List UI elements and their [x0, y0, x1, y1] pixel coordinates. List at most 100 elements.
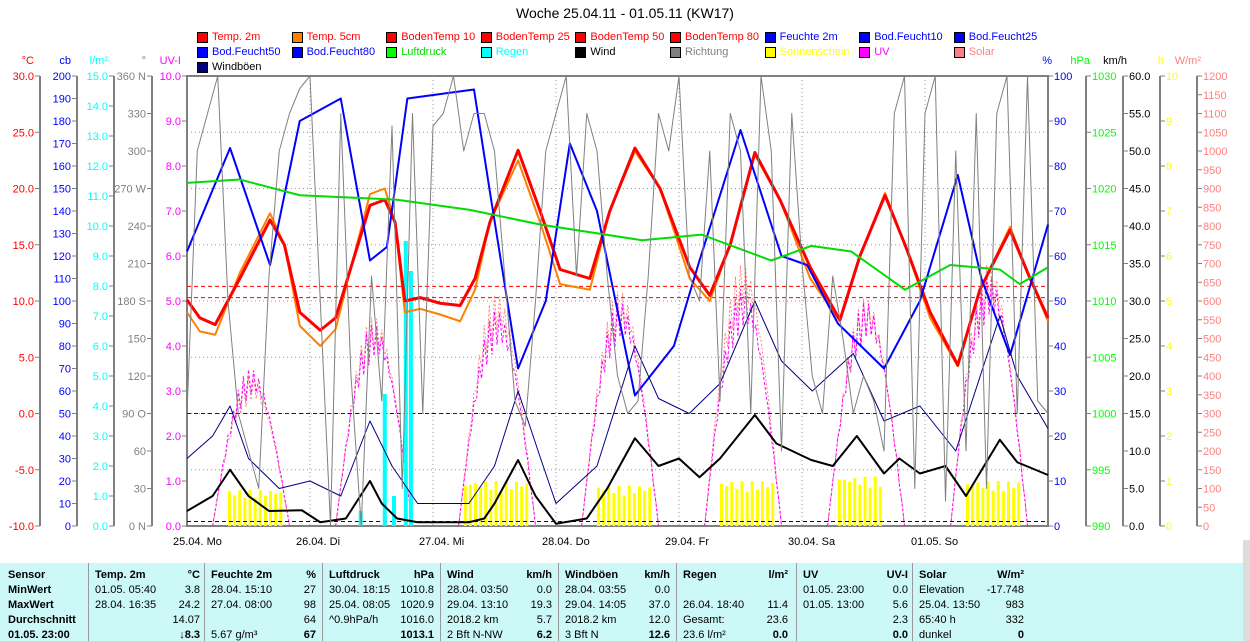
uv-line: [827, 302, 905, 527]
legend-label: Solar: [968, 46, 995, 58]
axis-tick-label: 1200: [1203, 71, 1227, 83]
axis-tick-label: 1025: [1092, 127, 1116, 139]
table-cell: 23.6 l/m²: [683, 629, 726, 641]
uv-line: [458, 311, 536, 527]
solar-line: [704, 265, 782, 527]
series-temp-2m: [185, 146, 1050, 367]
axis-unit-label: l/m²: [90, 55, 109, 67]
table-cell: 0.0: [536, 584, 552, 596]
legend-swatch: [291, 46, 303, 58]
axis-tick-label: 200: [53, 71, 71, 83]
axis-tick-label: 1: [1166, 476, 1172, 488]
solar-line: [212, 377, 290, 527]
axis-tick-label: 0: [1054, 521, 1060, 533]
table-cell: 0.0: [892, 584, 908, 596]
axis-tick-label: -10.0: [9, 521, 34, 533]
legend-swatch: [764, 31, 776, 43]
legend-item: BodenTemp 25: [480, 31, 570, 43]
sunshine-bar: [771, 482, 775, 526]
table-column-divider: [204, 563, 205, 641]
axis-tick-label: 20: [59, 476, 71, 488]
sunshine-bar: [520, 486, 524, 526]
axis-tick-label: 9.0: [166, 116, 181, 128]
axis-tick-label: 650: [1203, 277, 1221, 289]
sunshine-bar: [863, 476, 867, 526]
table-cell: 0.0: [772, 629, 788, 641]
legend-label: Sonnenschein: [779, 46, 850, 58]
axis-tick-label: -5.0: [15, 465, 34, 477]
axis-tick-label: 40.0: [1129, 221, 1150, 233]
axis-tick-label: 9.0: [93, 251, 108, 263]
axis-tick-label: 10.0: [87, 221, 108, 233]
scrollbar[interactable]: [1243, 540, 1250, 641]
axis-tick-label: 5: [1166, 296, 1172, 308]
axis-tick-label: 11.0: [87, 191, 108, 203]
axis-tick-label: 120: [53, 251, 71, 263]
axis-tick-label: 30: [134, 484, 146, 496]
axis-unit-label: °: [142, 55, 146, 67]
table-cell: 1010.8: [400, 584, 434, 596]
sunshine-bar: [986, 481, 990, 526]
axis-tick-label: 1030: [1092, 71, 1116, 83]
rain-bar: [403, 241, 408, 526]
sunshine-bar: [612, 492, 616, 526]
axis-tick-label: 2.0: [93, 461, 108, 473]
x-tick-label: 26.04. Di: [296, 536, 340, 548]
table-cell: 2 Bft N-NW: [447, 629, 503, 641]
rain-bar: [392, 496, 396, 526]
axis-tick-label: 350: [1203, 390, 1221, 402]
legend-label: Bod.Feucht80: [306, 46, 376, 58]
table-cell: Solar: [919, 569, 947, 581]
legend-swatch: [575, 31, 587, 43]
axis-tick-label: 30.0: [1129, 296, 1150, 308]
table-cell: Wind: [447, 569, 474, 581]
axis-tick-label: 50: [59, 409, 71, 421]
axis-tick-label: 330: [128, 109, 146, 121]
axis-tick-label: 4.0: [166, 341, 181, 353]
sunshine-bar: [279, 492, 283, 526]
table-cell: Temp. 2m: [95, 569, 146, 581]
axis-unit-label: UV-I: [160, 55, 181, 67]
axis-tick-label: 15.0: [1129, 409, 1150, 421]
sunshine-bar: [1012, 488, 1016, 526]
axis-tick-label: 4.0: [93, 401, 108, 413]
axis-tick-label: 1.0: [166, 476, 181, 488]
axis-tick-label: 995: [1092, 465, 1110, 477]
axis-tick-label: 90: [1054, 116, 1066, 128]
legend-item: BodenTemp 80: [670, 31, 759, 43]
uv-line: [335, 324, 413, 527]
axis-unit-label: W/m²: [1175, 55, 1202, 67]
sunshine-bar: [761, 481, 764, 526]
axis-tick-label: 1050: [1203, 127, 1227, 139]
axis-tick-label: 20.0: [13, 184, 34, 196]
sunshine-bar: [243, 497, 247, 526]
sunshine-bar: [602, 490, 606, 526]
axis-tick-label: 25.0: [13, 127, 34, 139]
axis-unit-label: °C: [22, 55, 34, 67]
axis-tick-label: 7.0: [93, 311, 108, 323]
x-tick-label: 27.04. Mi: [419, 536, 464, 548]
series-feuchte-2m: [186, 88, 1049, 397]
table-cell: Durchschnitt: [8, 614, 76, 626]
axis-tick-label: 9: [1166, 116, 1172, 128]
axis-tick-label: 20.0: [1129, 371, 1150, 383]
axis-tick-label: 990: [1092, 521, 1110, 533]
sunshine-bar: [976, 482, 980, 526]
table-cell: ^0.9hPa/h: [329, 614, 379, 626]
table-cell: 26.04. 18:40: [683, 599, 745, 611]
axis-tick-label: 150: [1203, 465, 1221, 477]
legend-label: Temp. 2m: [212, 31, 261, 43]
x-tick-label: 29.04. Fr: [665, 536, 709, 548]
axis-unit-label: h: [1158, 55, 1164, 67]
axis-tick-label: 180 S: [117, 296, 146, 308]
axis-tick-label: 5.0: [19, 352, 34, 364]
legend-label: BodenTemp 25: [495, 31, 570, 43]
legend-swatch: [197, 46, 208, 58]
sunshine-bar: [981, 487, 985, 526]
table-cell: 19.3: [530, 599, 552, 611]
sunshine-bar: [735, 488, 739, 526]
table-cell: -17.748: [986, 584, 1024, 596]
legend-label: Windböen: [212, 61, 262, 73]
table-cell: 2018.2 km: [565, 614, 617, 626]
axis-tick-label: 15.0: [87, 71, 108, 83]
